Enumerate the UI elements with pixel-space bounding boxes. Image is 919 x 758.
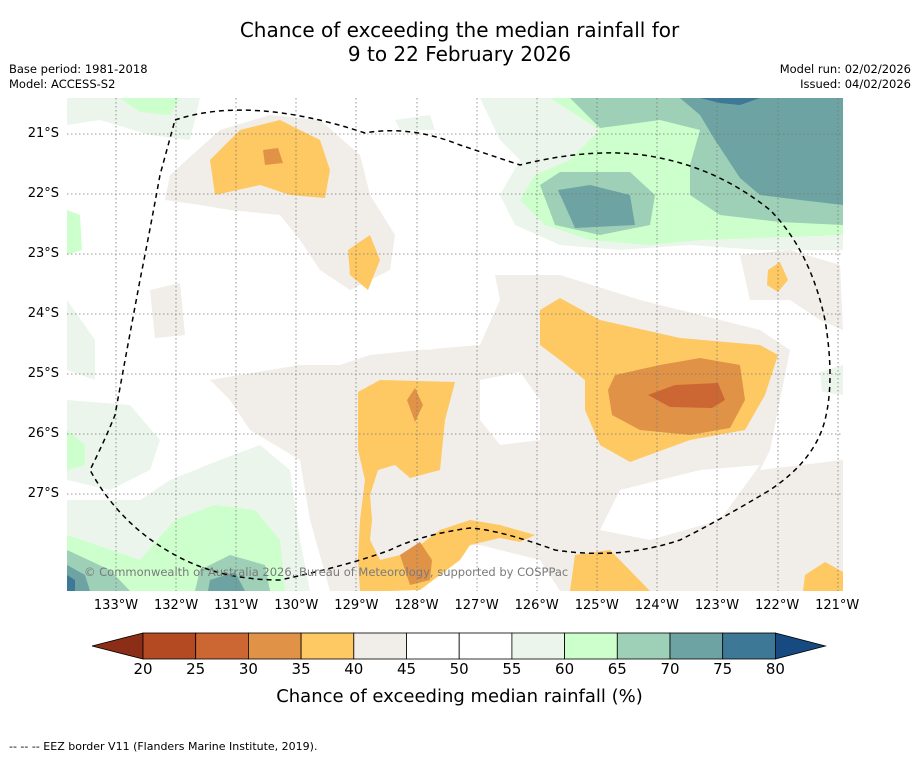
colorbar-segment (458, 632, 513, 660)
field-60-rightedge (820, 365, 843, 395)
longitude-label: 123°W (694, 598, 740, 613)
field-60-left (67, 210, 82, 255)
longitude-label: 124°W (634, 598, 679, 613)
longitude-label: 122°W (755, 598, 800, 613)
colorbar-tick-label: 75 (713, 660, 733, 678)
field-35-topcluster (263, 148, 283, 165)
colorbar-segment (722, 632, 776, 660)
colorbar-tick-label: 30 (238, 660, 258, 678)
field-40-bottomright (570, 550, 650, 591)
longitude-label: 132°W (154, 598, 199, 613)
model-run: Model run: 02/02/2026 (779, 62, 911, 76)
field-65-leftlow (67, 430, 85, 470)
meta-left: Base period: 1981-2018 Model: ACCESS-S2 (9, 62, 148, 92)
longitude-label: 121°W (815, 598, 860, 613)
longitude-label: 131°W (214, 598, 259, 613)
colorbar-tick-label: 70 (660, 660, 680, 678)
colorbar-segment (247, 632, 302, 660)
longitude-label: 133°W (93, 598, 139, 613)
colorbar-tick-label: 55 (502, 660, 522, 678)
field-80-topright (700, 98, 760, 105)
colorbar-segment (564, 632, 618, 660)
colorbar-tick-label: 60 (555, 660, 575, 678)
field-40-small (348, 235, 380, 290)
latitude-label: 27°S (27, 486, 59, 501)
base-period: Base period: 1981-2018 (9, 62, 148, 76)
field-30-bigright (648, 383, 725, 408)
gridlines (67, 98, 843, 591)
colorbar-segment (353, 632, 407, 660)
latitude-label: 25°S (27, 366, 59, 381)
colorbar-tick-label: 20 (133, 660, 153, 678)
field-40-bottomcenter (358, 380, 535, 591)
colorbar-segment (195, 632, 249, 660)
map-title-line1: Chance of exceeding the median rainfall … (239, 18, 680, 42)
colorbar-title: Chance of exceeding median rainfall (%) (276, 686, 643, 707)
field-60-leftmid (67, 300, 95, 380)
colorbar-tick-label: 65 (607, 660, 627, 678)
field-40-right (767, 262, 788, 292)
eez-legend-note: -- -- -- EEZ border V11 (Flanders Marine… (9, 740, 318, 753)
colorbar-tick-label: 45 (396, 660, 417, 678)
field-60-small (395, 115, 435, 130)
field-50-hole (480, 372, 540, 445)
field-50-hole3 (360, 290, 470, 350)
latitude-label: 23°S (27, 246, 59, 261)
latitude-label: 26°S (27, 426, 59, 441)
field-45-leftmid (150, 283, 185, 338)
colorbar-segment (511, 632, 565, 660)
field-35-bottomcenter2 (400, 542, 432, 585)
longitude-label: 125°W (574, 598, 619, 613)
colorbar-segment (300, 632, 355, 660)
issued-date: Issued: 04/02/2026 (800, 77, 911, 91)
colorbar-arrow-right (775, 632, 827, 660)
field-50-hole2 (600, 465, 760, 540)
colorbar-tick-label: 25 (186, 660, 206, 678)
map-title: Chance of exceeding the median rainfall … (0, 18, 919, 66)
colorbar-segment (616, 632, 671, 660)
meta-right: Model run: 02/02/2026 Issued: 04/02/2026 (780, 62, 911, 92)
longitude-label: 130°W (274, 598, 319, 613)
latitude-label: 21°S (27, 126, 59, 141)
colorbar-tick-label: 80 (765, 660, 785, 678)
field-35-bottomcenter (407, 388, 423, 422)
colorbar (91, 632, 827, 660)
field-75-topright (680, 98, 843, 205)
map-title-line2: 9 to 22 February 2026 (347, 42, 572, 66)
colorbar-arrow-left (91, 632, 144, 660)
field-80-bottomleft (67, 575, 75, 591)
colorbar-tick-label: 40 (344, 660, 364, 678)
field-65-topleft (120, 98, 180, 115)
longitude-label: 127°W (454, 598, 499, 613)
map-fields (67, 98, 843, 591)
field-60-leftlow (67, 400, 160, 490)
field-45-right (740, 250, 843, 330)
longitude-label: 128°W (394, 598, 439, 613)
copyright-notice: © Commonwealth of Australia 2026, Bureau… (84, 565, 569, 579)
colorbar-tick-label: 50 (449, 660, 469, 678)
model-name: Model: ACCESS-S2 (9, 77, 116, 91)
longitude-label: 129°W (334, 598, 379, 613)
field-75-center (558, 185, 635, 228)
latitude-label: 24°S (27, 306, 59, 321)
latitude-label: 22°S (27, 186, 59, 201)
colorbar-segment (142, 632, 197, 660)
field-40-bottomright2 (803, 562, 843, 591)
longitude-label: 126°W (514, 598, 559, 613)
colorbar-tick-label: 35 (291, 660, 311, 678)
colorbar-segment (669, 632, 724, 660)
colorbar-segment (406, 632, 460, 660)
